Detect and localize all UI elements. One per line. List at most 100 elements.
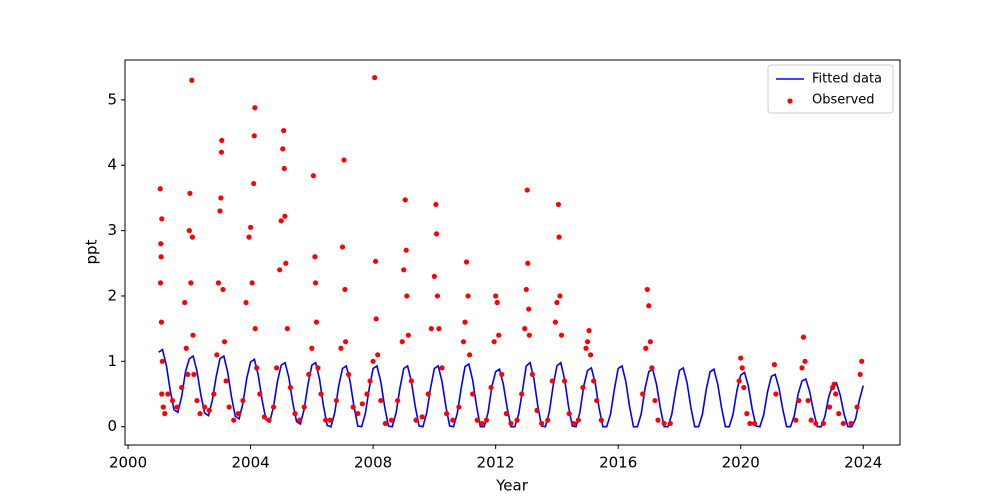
observed-point xyxy=(327,417,333,423)
legend: Fitted data Observed xyxy=(767,64,894,114)
observed-point xyxy=(646,303,652,309)
observed-point xyxy=(405,332,411,338)
observed-point xyxy=(342,339,349,345)
observed-point xyxy=(575,417,581,423)
y-tick-label: 0 xyxy=(107,417,117,435)
observed-point xyxy=(214,352,220,358)
observed-point xyxy=(433,231,440,237)
observed-point xyxy=(404,293,410,299)
observed-point xyxy=(223,378,229,384)
observed-point xyxy=(467,352,473,358)
observed-point xyxy=(346,371,352,378)
observed-point xyxy=(496,332,502,338)
observed-point xyxy=(342,286,348,293)
observed-point xyxy=(281,165,287,172)
observed-point xyxy=(187,190,193,196)
observed-point xyxy=(802,358,808,364)
observed-point xyxy=(159,358,165,364)
observed-point xyxy=(370,358,376,364)
observed-point xyxy=(667,420,673,427)
plot-frame xyxy=(124,59,901,446)
observed-point xyxy=(552,319,558,325)
observed-point xyxy=(857,371,863,378)
observed-point xyxy=(174,404,180,410)
observed-point xyxy=(283,260,289,266)
observed-point xyxy=(444,411,450,417)
observed-point xyxy=(652,397,658,404)
observed-point xyxy=(191,371,197,378)
observed-point xyxy=(219,137,225,143)
observed-point xyxy=(523,286,529,293)
observed-point xyxy=(598,417,604,423)
observed-point xyxy=(747,420,753,427)
observed-point xyxy=(661,420,667,427)
observed-point xyxy=(588,352,594,358)
observed-point xyxy=(640,391,646,397)
observed-point xyxy=(591,378,597,384)
observed-point xyxy=(310,173,316,179)
observed-point xyxy=(556,234,562,240)
observed-point xyxy=(571,420,577,427)
observed-point xyxy=(312,254,318,260)
observed-point xyxy=(771,362,778,368)
observed-point xyxy=(434,293,441,299)
observed-point xyxy=(831,381,837,387)
y-tick-label: 4 xyxy=(107,156,117,174)
observed-point xyxy=(165,391,171,397)
y-axis-label: ppt xyxy=(83,239,101,264)
observed-point xyxy=(221,339,228,345)
observed-point xyxy=(456,404,462,410)
observed-point xyxy=(408,378,415,384)
observed-point xyxy=(643,345,649,351)
observed-point xyxy=(278,218,284,224)
observed-point xyxy=(813,420,819,427)
observed-point xyxy=(854,404,860,410)
observed-point xyxy=(364,391,370,397)
observed-point xyxy=(561,378,568,384)
observed-point xyxy=(382,420,388,427)
observed-point xyxy=(848,420,854,427)
observed-point xyxy=(796,397,802,404)
observed-point xyxy=(159,391,165,397)
observed-point xyxy=(508,420,514,427)
observed-point xyxy=(402,197,408,203)
observed-point xyxy=(519,391,525,397)
observed-point xyxy=(805,397,811,404)
observed-point xyxy=(388,417,395,423)
observed-point xyxy=(586,328,592,334)
observed-point xyxy=(194,397,200,404)
observed-point xyxy=(355,411,361,417)
observed-point xyxy=(333,397,339,404)
observed-point xyxy=(401,267,407,273)
observed-point xyxy=(189,77,195,83)
observed-point xyxy=(738,355,744,361)
observed-point xyxy=(251,180,257,187)
observed-point xyxy=(218,195,224,201)
observed-point xyxy=(157,280,164,286)
observed-point xyxy=(525,260,531,266)
observed-point xyxy=(211,391,217,397)
observed-point xyxy=(524,187,530,193)
x-tick-label: 2004 xyxy=(231,454,269,472)
observed-point xyxy=(428,326,434,332)
observed-point xyxy=(159,216,165,222)
observed-point xyxy=(545,417,551,423)
y-tick-label: 1 xyxy=(107,352,117,370)
observed-point xyxy=(859,358,865,364)
observed-point xyxy=(257,391,263,397)
observed-point xyxy=(413,417,419,423)
observed-point xyxy=(313,319,320,325)
x-tick-label: 2024 xyxy=(844,454,882,472)
observed-point xyxy=(741,384,747,391)
y-tick-label: 5 xyxy=(107,90,117,108)
observed-point xyxy=(580,384,586,391)
observed-point xyxy=(522,326,528,332)
y-tick-label: 3 xyxy=(107,221,117,239)
observed-point xyxy=(315,365,321,371)
observed-point xyxy=(647,339,653,345)
observed-point xyxy=(282,213,288,219)
observed-point xyxy=(160,404,166,410)
observed-point xyxy=(158,241,164,247)
observed-point xyxy=(182,299,188,306)
observed-point xyxy=(197,411,203,417)
